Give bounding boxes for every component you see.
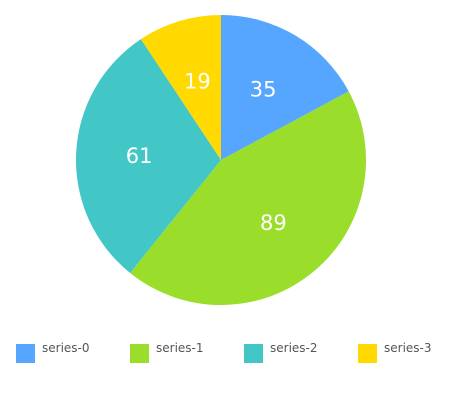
data-label-series-0: 35 [250, 78, 277, 102]
data-label-series-1: 89 [260, 211, 287, 235]
pie-slice-series-3[interactable] [140, 15, 221, 160]
pie-slice-series-2[interactable] [76, 39, 222, 273]
pie-slice-series-1[interactable] [130, 91, 366, 306]
pie-chart-svg: 35 89 61 19 [76, 15, 366, 306]
legend-swatch-series-0 [16, 344, 35, 363]
legend-swatch-series-2 [244, 344, 263, 363]
legend-swatch-series-3 [358, 344, 377, 363]
legend-label-series-2: series-2 [270, 341, 318, 355]
data-label-series-2: 61 [126, 144, 153, 168]
data-label-series-3: 19 [184, 69, 211, 93]
pie-slice-series-0[interactable] [221, 15, 349, 160]
legend: series-0 series-1 series-2 series-3 [0, 336, 460, 366]
legend-swatch-series-1 [130, 344, 149, 363]
legend-label-series-0: series-0 [42, 341, 90, 355]
legend-label-series-1: series-1 [156, 341, 204, 355]
legend-label-series-3: series-3 [384, 341, 432, 355]
